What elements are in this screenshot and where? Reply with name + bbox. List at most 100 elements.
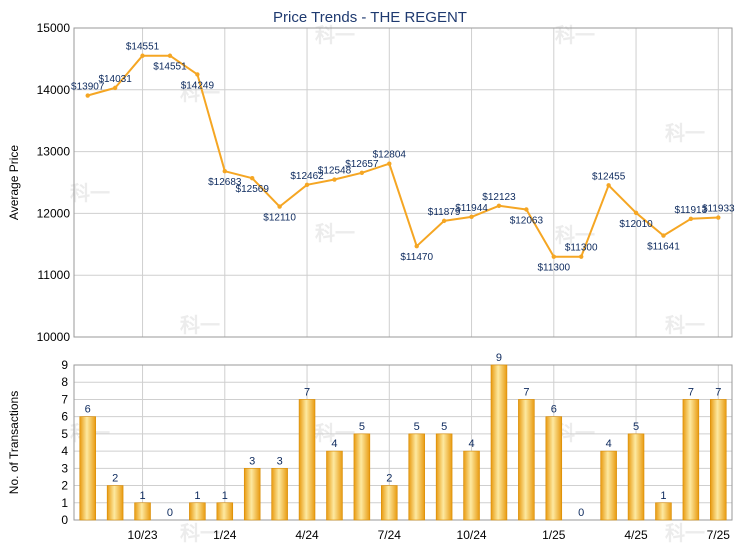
price-data-label: $14551 — [153, 62, 187, 73]
transaction-bar — [518, 399, 535, 521]
transactions-plot-frame — [73, 364, 733, 521]
price-tick-label: 11000 — [38, 268, 71, 282]
price-point — [222, 168, 227, 174]
price-point — [579, 254, 584, 259]
transaction-bar — [490, 364, 508, 521]
transaction-count-label: 4 — [331, 438, 337, 450]
price-data-label: $12804 — [373, 150, 407, 161]
price-point — [606, 183, 611, 188]
transactions-tick-label: 3 — [61, 461, 68, 475]
watermark-text: 科一 — [315, 421, 355, 445]
price-point — [441, 218, 447, 224]
price-point — [332, 177, 337, 182]
transaction-bar — [381, 485, 398, 521]
x-tick-label: 7/24 — [378, 528, 402, 542]
x-tick-label: 10/24 — [457, 528, 487, 542]
transaction-bar — [655, 502, 672, 521]
transaction-count-label: 6 — [85, 404, 91, 416]
transaction-count-label: 1 — [222, 490, 228, 502]
price-point — [167, 53, 173, 58]
price-point — [140, 53, 145, 58]
price-point — [524, 207, 529, 212]
price-point — [85, 93, 90, 98]
transaction-bar — [710, 399, 727, 521]
price-data-label: $11879 — [428, 207, 461, 218]
watermark-text: 科一 — [555, 23, 595, 47]
transaction-count-label: 5 — [414, 421, 420, 433]
transactions-tick-label: 7 — [61, 392, 68, 406]
price-data-label: $12548 — [318, 166, 352, 177]
price-data-label: $14249 — [181, 80, 215, 91]
transaction-count-label: 6 — [551, 404, 557, 416]
price-point — [633, 210, 639, 215]
price-point — [304, 182, 310, 188]
transactions-y-axis-label: No. of Transactions — [7, 391, 21, 494]
transactions-tick-label: 2 — [61, 479, 68, 493]
price-data-label: $12683 — [208, 177, 242, 188]
price-point — [387, 161, 392, 166]
watermark-text: 科一 — [180, 313, 220, 337]
transaction-count-label: 3 — [249, 455, 255, 467]
price-plot-frame — [73, 27, 733, 338]
price-data-label: $11300 — [537, 263, 570, 274]
transaction-bar — [353, 433, 371, 521]
transaction-bar — [79, 416, 96, 521]
price-point — [469, 214, 474, 220]
transaction-bar — [408, 433, 425, 521]
transaction-count-label: 3 — [277, 455, 283, 467]
transaction-bar — [298, 399, 316, 521]
transaction-count-label: 9 — [496, 352, 502, 364]
transaction-bar — [627, 433, 645, 521]
transaction-count-label: 7 — [715, 386, 721, 398]
price-point — [688, 216, 694, 221]
transaction-count-label: 2 — [386, 473, 392, 485]
price-tick-label: 14000 — [37, 83, 71, 97]
price-data-label: $12010 — [619, 219, 653, 230]
price-data-label: $11470 — [400, 252, 433, 263]
price-data-label: $12110 — [263, 213, 296, 224]
transaction-bar — [189, 502, 206, 521]
transactions-tick-label: 0 — [61, 513, 68, 527]
transaction-bar — [106, 485, 124, 521]
price-data-label: $12063 — [510, 216, 544, 227]
price-data-label: $12455 — [592, 171, 626, 182]
transaction-count-label: 0 — [578, 507, 584, 519]
price-data-label: $11933 — [702, 204, 735, 215]
price-data-label: $13907 — [71, 82, 105, 93]
transaction-bar — [134, 502, 151, 521]
price-tick-label: 12000 — [37, 206, 71, 220]
price-y-axis-label: Average Price — [7, 145, 21, 220]
price-data-label: $12657 — [345, 159, 379, 170]
watermark-text: 科一 — [665, 121, 705, 145]
transaction-count-label: 5 — [633, 421, 639, 433]
price-data-label: $14031 — [98, 74, 132, 85]
price-point — [414, 243, 419, 249]
watermark-text: 科一 — [665, 521, 705, 545]
price-point — [661, 233, 666, 238]
watermark-text: 科一 — [315, 221, 355, 245]
price-point — [716, 215, 721, 220]
x-tick-label: 7/25 — [707, 528, 731, 542]
price-data-label: $12569 — [236, 184, 270, 195]
transaction-count-label: 0 — [167, 507, 173, 519]
transaction-count-label: 4 — [468, 438, 474, 450]
transactions-tick-label: 6 — [61, 410, 68, 424]
price-tick-label: 15000 — [37, 21, 71, 35]
x-tick-label: 4/24 — [295, 528, 319, 542]
price-data-label: $12123 — [482, 192, 516, 203]
transaction-bar — [600, 450, 617, 521]
price-panel: 10000 11000 12000 13000 14000 15000 Average Pr… — [7, 21, 735, 344]
transactions-tick-label: 4 — [61, 444, 68, 458]
transaction-count-label: 5 — [441, 421, 447, 433]
price-tick-label: 10000 — [37, 330, 71, 344]
x-tick-label: 10/23 — [128, 528, 158, 542]
price-point — [551, 254, 556, 259]
price-data-label: $11300 — [565, 243, 598, 254]
transaction-bar — [271, 468, 288, 521]
transaction-bar — [216, 502, 234, 521]
transaction-count-label: 2 — [112, 473, 118, 485]
price-point — [277, 204, 282, 209]
watermark-text: 科一 — [180, 521, 220, 545]
price-tick-label: 13000 — [37, 145, 71, 159]
x-tick-label: 1/24 — [213, 528, 237, 542]
